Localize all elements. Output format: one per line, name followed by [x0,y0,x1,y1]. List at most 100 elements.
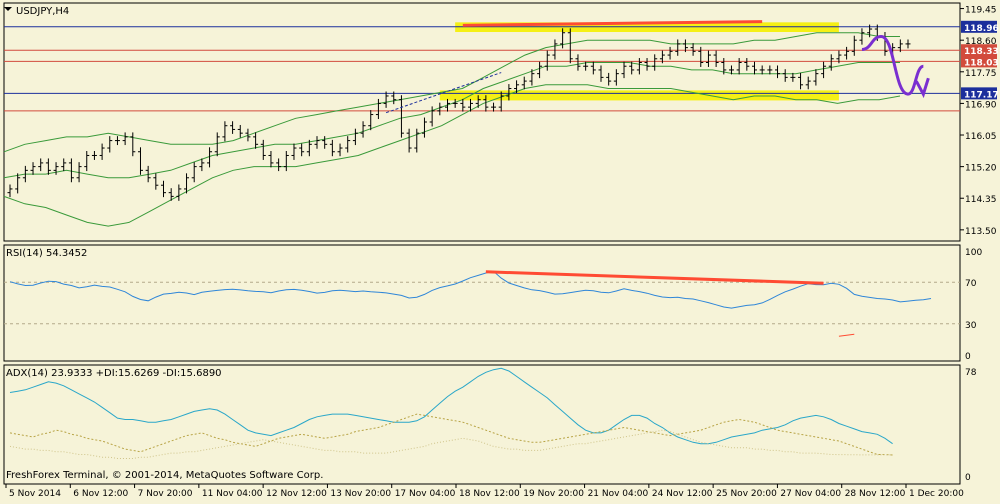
time-tick-label: 11 Nov 04:00 [202,489,263,499]
price-bar [76,162,82,183]
time-tick-label: 25 Nov 20:00 [716,489,777,499]
price-bar [99,143,105,160]
price-bar [314,136,320,149]
price-bar [68,158,74,183]
price-bar [260,139,266,160]
price-bar [153,173,159,190]
price-bar [813,69,819,86]
price-bar [744,58,750,71]
time-tick-label: 1 Dec 20:00 [909,489,964,499]
rsi-line [9,270,932,309]
level-tag-box [961,87,997,100]
price-bar [375,98,381,120]
price-bar [751,61,757,75]
price-bar [905,39,911,49]
price-bar [329,139,335,157]
price-bar [790,72,796,82]
price-bar [214,132,220,157]
triangle-menu-icon[interactable] [4,7,12,11]
price-bar [222,121,228,142]
price-bar [444,98,450,112]
price-bar [22,165,28,183]
price-bar [844,46,850,60]
price-bar [122,132,128,146]
price-bar [283,151,289,172]
rsi-tick-label: 30 [965,321,977,331]
time-tick-label: 17 Nov 04:00 [395,489,456,499]
price-bar [337,143,343,157]
price-bar [728,65,734,75]
price-bar [345,136,351,153]
price-bar [429,106,435,127]
price-bar [137,147,143,175]
price-bar [145,165,151,183]
price-tick-label: 118.60 [965,37,997,47]
price-bar [107,136,113,153]
time-tick-label: 24 Nov 12:00 [652,489,713,499]
price-bar [268,151,274,168]
price-bar [237,124,243,138]
price-bar [598,65,604,82]
price-panel[interactable]: 119.45 118.60 117.75 116.90 116.05 115.20 114.… [3,2,999,242]
adx-title: ADX(14) 23.9333 +DI:15.6269 -DI:15.6890 [6,368,222,379]
price-bar [368,110,374,131]
price-bar [207,147,213,168]
price-bar [406,128,412,153]
rsi-panel[interactable]: 100 70 30 0 [3,244,982,362]
rsi-divergence-line[interactable] [485,270,824,285]
price-bar [53,162,59,175]
level-tag-label: 118.96 [964,24,999,34]
price-bar [360,121,366,138]
resistance-trendline[interactable] [462,20,763,27]
time-tick-label: 21 Nov 04:00 [588,489,649,499]
price-bar [698,46,704,67]
price-bar [767,65,773,75]
price-bar [521,76,527,90]
adx-panel[interactable]: 78 0 [3,364,977,485]
price-bar [306,139,312,157]
price-bar [859,28,865,45]
price-bar [352,128,358,146]
forecast-arrow-icon [915,77,930,99]
price-bar [130,132,136,157]
price-bar [759,65,765,75]
price-bar [613,69,619,86]
bollinger-middle-line [3,62,900,179]
price-tick-label: 119.45 [965,6,997,16]
price-bar [161,180,167,198]
bollinger-upper-line [3,32,900,153]
rsi-red-segment [838,333,855,337]
price-bar [498,91,504,112]
price-tick-label: 114.35 [965,195,997,205]
price-bar [782,69,788,82]
price-bar [529,69,535,86]
price-bar [713,50,719,67]
price-bar [398,95,404,138]
time-tick-label: 28 Nov 12:00 [845,489,906,499]
price-bar [199,158,205,172]
price-panel-frame [3,2,961,242]
rsi-tick-label: 100 [965,248,982,258]
price-bar [276,158,282,172]
price-bar [322,136,328,149]
level-tag-box [961,44,997,57]
price-bar [184,173,190,194]
rsi-title: RSI(14) 54.3452 [6,248,87,259]
time-tick-label: 12 Nov 12:00 [266,489,327,499]
rsi-panel-frame [3,244,961,362]
price-bar [7,184,13,198]
dashed-support-line[interactable] [385,72,502,114]
price-bar [514,80,520,93]
price-bar [644,58,650,71]
price-bar [383,91,389,108]
price-bar [682,39,688,53]
price-bar [636,58,642,75]
yellow-zone-1[interactable] [439,90,839,101]
price-tick-label: 113.50 [965,227,997,237]
time-tick-label: 27 Nov 04:00 [780,489,841,499]
price-bar [690,43,696,56]
time-tick-label: 13 Nov 20:00 [330,489,391,499]
price-tick-label: 115.20 [965,164,997,174]
